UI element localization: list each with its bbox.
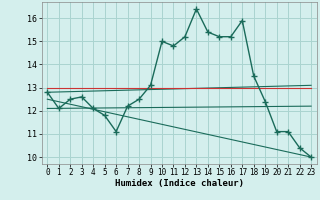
- X-axis label: Humidex (Indice chaleur): Humidex (Indice chaleur): [115, 179, 244, 188]
